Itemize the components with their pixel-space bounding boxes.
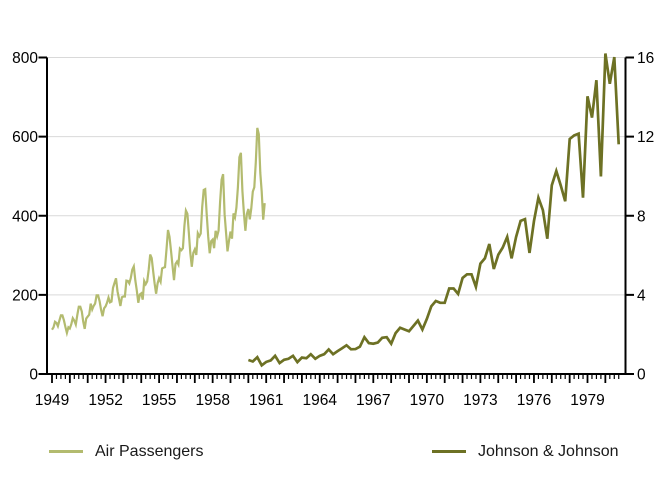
series-line-1 [247,53,621,368]
y-axis-label-right: 0 [637,367,646,384]
x-axis-label: 1949 [35,392,69,409]
y-axis-label-right: 16 [637,50,654,67]
x-axis-label: 1979 [570,392,604,409]
x-axis-label: 1955 [142,392,176,409]
legend-item-air-passengers: Air Passengers [49,443,204,460]
y-axis-label-left: 200 [12,287,38,304]
x-axis-label: 1952 [88,392,122,409]
legend-swatch-johnson-johnson [432,450,466,453]
legend-label-air-passengers: Air Passengers [95,442,204,460]
legend-label-johnson-johnson: Johnson & Johnson [478,442,619,460]
x-axis-label: 1976 [517,392,551,409]
x-axis-label: 1967 [356,392,390,409]
legend-item-johnson-johnson: Johnson & Johnson [432,443,619,460]
x-axis-label: 1958 [195,392,229,409]
y-axis-label-right: 4 [637,287,646,304]
x-axis-label: 1973 [463,392,497,409]
chart-legend: Air Passengers Johnson & Johnson [0,443,672,467]
x-axis-label: 1964 [303,392,338,409]
x-axis-label: 1970 [410,392,445,409]
y-axis-label-left: 400 [12,208,38,225]
legend-swatch-air-passengers [49,450,83,453]
y-axis-label-right: 8 [637,208,646,225]
y-axis-label-left: 600 [12,129,38,146]
x-axis-label: 1961 [249,392,283,409]
series-line-0 [51,127,266,338]
y-axis-label-right: 12 [637,129,654,146]
y-axis-label-left: 0 [29,367,38,384]
y-axis-label-left: 800 [12,50,38,67]
